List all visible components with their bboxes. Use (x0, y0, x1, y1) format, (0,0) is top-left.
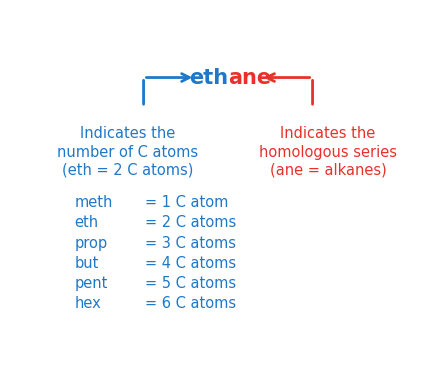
Text: = 4 C atoms: = 4 C atoms (146, 256, 236, 271)
Text: = 1 C atom: = 1 C atom (146, 195, 229, 210)
Text: ane: ane (228, 68, 271, 88)
Text: homologous series: homologous series (259, 145, 397, 160)
Text: number of C atoms: number of C atoms (57, 145, 198, 160)
Text: meth: meth (75, 195, 113, 210)
Text: (eth = 2 C atoms): (eth = 2 C atoms) (62, 163, 194, 178)
Text: (ane = alkanes): (ane = alkanes) (270, 163, 386, 178)
Text: Indicates the: Indicates the (81, 126, 176, 141)
Text: Indicates the: Indicates the (280, 126, 376, 141)
Text: = 6 C atoms: = 6 C atoms (146, 296, 236, 311)
Text: = 2 C atoms: = 2 C atoms (146, 215, 237, 230)
Text: eth: eth (189, 68, 228, 88)
Text: eth: eth (75, 215, 99, 230)
Text: prop: prop (75, 235, 108, 250)
Text: but: but (75, 256, 99, 271)
Text: hex: hex (75, 296, 101, 311)
Text: = 3 C atoms: = 3 C atoms (146, 235, 236, 250)
Text: = 5 C atoms: = 5 C atoms (146, 276, 236, 291)
Text: pent: pent (75, 276, 108, 291)
